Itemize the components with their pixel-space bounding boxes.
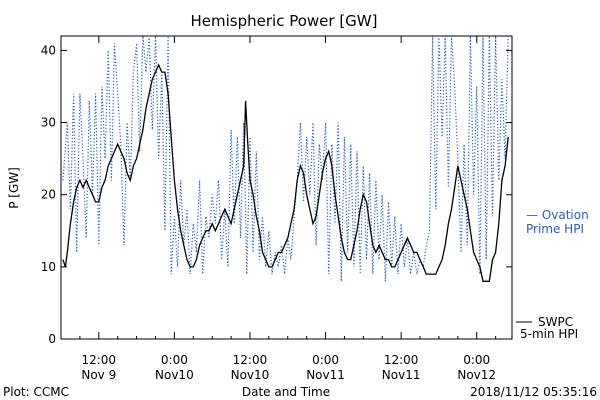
- x-tick-label-time: 0:00: [463, 353, 490, 367]
- y-axis: 0 10 20 30 40: [41, 43, 512, 346]
- y-tick-label: 40: [41, 43, 56, 57]
- plot-frame: [60, 35, 513, 340]
- series-swpc-line: [62, 63, 509, 282]
- x-tick-label-date: Nov10: [231, 368, 270, 382]
- y-tick-label: 0: [48, 332, 56, 346]
- x-tick-label-time: 0:00: [161, 353, 188, 367]
- x-tick-label-time: 12:00: [233, 353, 268, 367]
- chart-title: Hemispheric Power [GW]: [191, 12, 378, 30]
- x-tick-label-date: Nov12: [457, 368, 496, 382]
- y-axis-label: P [GW]: [7, 167, 21, 209]
- y-tick-label: 10: [41, 260, 56, 274]
- y-tick-label: 20: [41, 188, 56, 202]
- x-tick-label-time: 12:00: [384, 353, 419, 367]
- x-tick-label-date: Nov10: [155, 368, 194, 382]
- legend-ovation-prime: Prime HPI: [526, 222, 584, 236]
- x-tick-label-date: Nov11: [382, 368, 421, 382]
- x-tick-label-date: Nov11: [306, 368, 345, 382]
- series-layer: [62, 36, 509, 282]
- footer-right: 2018/11/12 05:35:16: [470, 385, 597, 399]
- x-axis-label: Date and Time: [242, 385, 330, 399]
- legend-swpc-line1: SWPC: [538, 315, 573, 329]
- legend-swpc-line2: 5-min HPI: [520, 327, 578, 341]
- legend-ovation-line1: — Ovation: [526, 208, 589, 222]
- x-tick-label-date: Nov 9: [81, 368, 116, 382]
- x-tick-label-time: 12:00: [81, 353, 116, 367]
- footer-left: Plot: CCMC: [3, 385, 69, 399]
- y-tick-label: 30: [41, 116, 56, 130]
- x-tick-label-time: 0:00: [312, 353, 339, 367]
- series-ovation-prime-line: [62, 36, 509, 282]
